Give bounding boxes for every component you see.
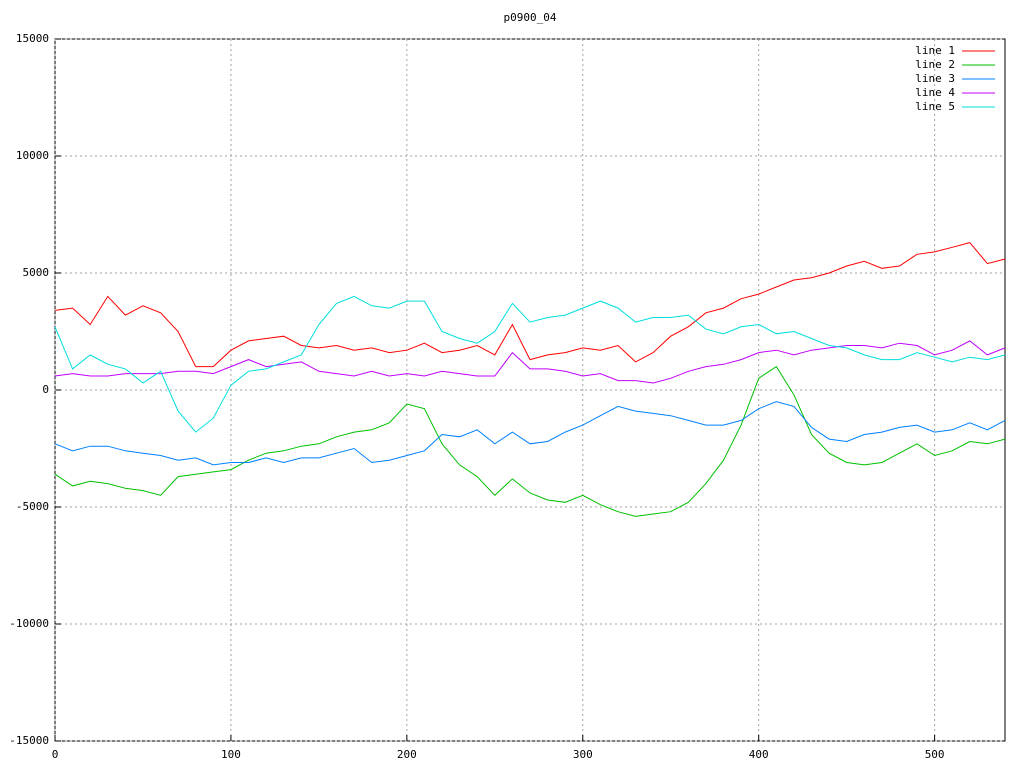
- series-line: [54, 340, 1006, 384]
- y-tick-label: 15000: [16, 32, 49, 45]
- legend-label: line 2: [915, 58, 955, 71]
- x-tick-label: 300: [573, 748, 593, 761]
- y-tick-label: -15000: [9, 734, 49, 747]
- legend-label: line 5: [915, 100, 955, 113]
- legend-label: line 1: [915, 44, 955, 57]
- x-tick-label: 500: [925, 748, 945, 761]
- y-tick-label: 5000: [23, 266, 50, 279]
- y-tick-label: 10000: [16, 149, 49, 162]
- series-line: [54, 401, 1006, 466]
- x-tick-label: 200: [397, 748, 417, 761]
- chart-title: p0900_04: [504, 11, 557, 24]
- series-line: [54, 242, 1006, 368]
- x-tick-label: 400: [749, 748, 769, 761]
- legend-label: line 4: [915, 86, 955, 99]
- x-tick-label: 0: [52, 748, 59, 761]
- legend-label: line 3: [915, 72, 955, 85]
- y-tick-label: -5000: [16, 500, 49, 513]
- y-tick-label: 0: [42, 383, 49, 396]
- series-line: [54, 365, 1006, 517]
- x-tick-label: 100: [221, 748, 241, 761]
- y-tick-label: -10000: [9, 617, 49, 630]
- series-line: [54, 295, 1006, 433]
